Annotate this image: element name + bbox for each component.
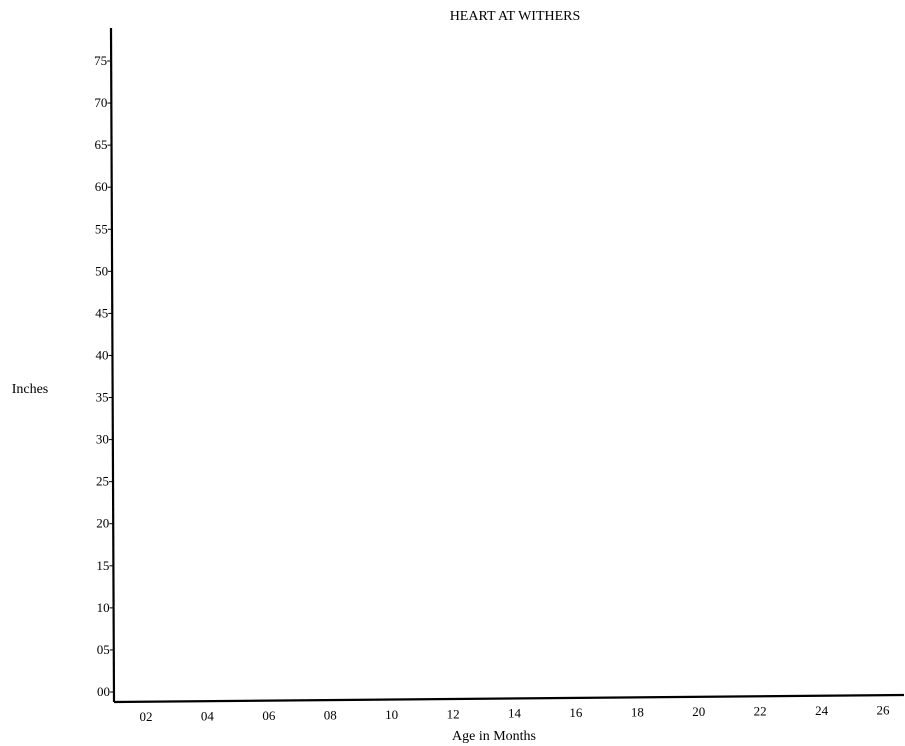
y-axis-line	[109, 27, 116, 703]
y-tick-label: 25	[96, 474, 109, 489]
y-tick-label: 40	[95, 347, 108, 362]
y-tick-label: 15	[96, 558, 109, 573]
x-axis-line	[113, 693, 905, 704]
y-tick-label: 45	[95, 305, 108, 320]
x-tick-label: 18	[631, 705, 644, 720]
x-tick-label: 22	[754, 704, 767, 719]
x-tick-label: 12	[447, 706, 460, 721]
x-tick-label: 08	[324, 707, 337, 722]
x-tick-label: 24	[815, 703, 829, 718]
y-tick-label: 05	[97, 642, 110, 657]
x-tick-label: 10	[385, 707, 398, 722]
y-tick-label: 00	[97, 684, 110, 699]
y-tick-label: 55	[95, 221, 108, 236]
y-tick-label: 35	[96, 390, 109, 405]
x-tick-label: 20	[692, 704, 705, 719]
y-axis-ticks: 00 05 10 15 20 25 30 35 40 45 50 55 60 65 70 75	[94, 53, 114, 699]
x-tick-label: 26	[877, 702, 891, 717]
y-axis-label: Inches	[12, 382, 49, 397]
x-tick-label: 06	[262, 708, 276, 723]
x-axis-label: Age in Months	[452, 729, 536, 744]
x-axis-ticks: 02 04 06 08 10 12 14 16 18 20 22 24 26	[140, 702, 891, 724]
y-tick-label: 50	[95, 263, 108, 278]
x-tick-label: 04	[201, 708, 215, 723]
y-tick-label: 65	[95, 137, 108, 152]
y-tick-label: 30	[96, 432, 109, 447]
chart-title: HEART AT WITHERS	[450, 9, 581, 24]
x-tick-label: 02	[140, 709, 153, 724]
y-tick-label: 60	[95, 179, 108, 194]
x-tick-label: 14	[508, 706, 522, 721]
y-tick-label: 70	[94, 95, 107, 110]
x-tick-label: 16	[569, 705, 583, 720]
y-tick-label: 20	[96, 516, 109, 531]
y-tick-label: 75	[94, 53, 107, 68]
y-tick-label: 10	[97, 600, 110, 615]
